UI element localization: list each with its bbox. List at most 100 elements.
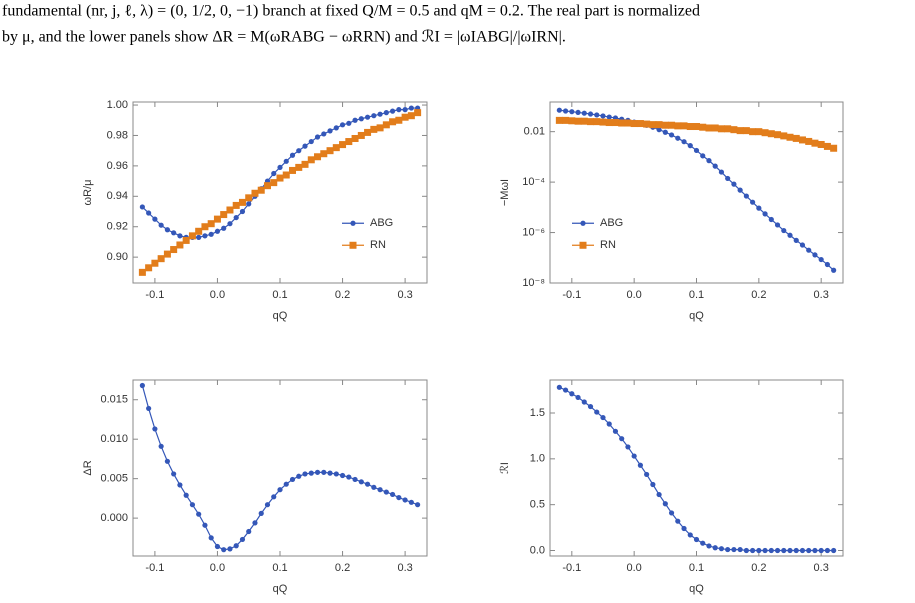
data-point xyxy=(823,142,831,150)
data-point xyxy=(824,261,831,268)
legend-label: ABG xyxy=(600,217,623,229)
y-axis-label: ωR/μ xyxy=(82,180,94,206)
data-point xyxy=(774,547,781,554)
data-point xyxy=(824,547,831,554)
legend-label: ABG xyxy=(370,217,393,229)
caption-line: by μ, and the lower panels show ΔR = M(ω… xyxy=(2,29,566,46)
data-point xyxy=(377,487,383,493)
data-point xyxy=(170,246,178,254)
y-axis-label: −MωI xyxy=(499,179,511,206)
data-point xyxy=(831,547,837,554)
data-point xyxy=(812,252,818,258)
x-tick-label: -0.1 xyxy=(562,289,581,301)
data-point xyxy=(352,117,358,123)
data-point xyxy=(270,179,278,187)
data-point xyxy=(675,518,681,524)
data-point xyxy=(681,139,687,145)
data-point xyxy=(599,118,607,126)
data-point xyxy=(176,241,184,249)
data-point xyxy=(636,120,644,128)
data-point xyxy=(625,444,631,450)
x-tick-label: 0.3 xyxy=(397,562,412,574)
y-tick-label: 0.5 xyxy=(530,499,545,511)
data-point xyxy=(213,215,221,223)
data-point xyxy=(731,181,737,187)
data-point xyxy=(774,222,781,228)
data-point xyxy=(264,502,271,508)
data-point xyxy=(730,126,738,134)
data-point xyxy=(717,125,725,133)
data-point xyxy=(345,138,353,146)
data-point xyxy=(232,201,240,209)
data-point xyxy=(339,141,347,149)
data-point xyxy=(587,403,594,410)
data-point xyxy=(282,171,290,179)
data-point xyxy=(196,511,202,517)
data-point xyxy=(798,136,806,144)
data-point xyxy=(202,233,208,239)
data-point xyxy=(687,143,693,149)
data-point xyxy=(605,119,613,127)
plot-frame xyxy=(549,379,844,557)
y-axis-label: ΔR xyxy=(82,460,94,475)
data-point xyxy=(207,220,215,228)
data-point xyxy=(138,268,146,276)
y-tick-label: 0.005 xyxy=(100,473,128,485)
y-axis-label: ℛI xyxy=(499,462,511,474)
data-point xyxy=(258,510,264,516)
data-point xyxy=(376,124,384,132)
data-point xyxy=(700,540,706,546)
data-point xyxy=(283,481,289,487)
x-tick-label: 0.0 xyxy=(210,289,225,301)
data-point xyxy=(594,409,600,415)
data-point xyxy=(656,127,662,133)
data-point xyxy=(164,458,171,464)
data-point xyxy=(396,107,402,113)
data-point xyxy=(370,125,378,133)
data-point xyxy=(737,546,743,553)
data-point xyxy=(780,132,788,140)
data-point xyxy=(320,150,328,158)
data-point xyxy=(711,124,719,132)
data-point xyxy=(252,520,258,526)
data-point xyxy=(151,259,159,267)
data-point xyxy=(383,110,389,116)
data-point xyxy=(302,143,308,149)
data-point xyxy=(818,547,824,554)
data-point xyxy=(188,232,196,240)
y-tick-label: 0.010 xyxy=(100,433,128,445)
data-point xyxy=(371,484,377,490)
data-point xyxy=(389,491,396,498)
data-point xyxy=(743,547,749,554)
data-point xyxy=(712,163,718,169)
data-point xyxy=(351,135,359,143)
data-point xyxy=(233,214,239,221)
data-point xyxy=(221,547,227,553)
data-point xyxy=(277,487,283,493)
data-point xyxy=(768,216,774,223)
data-point xyxy=(214,543,221,550)
data-point xyxy=(580,117,588,125)
data-point xyxy=(202,522,208,528)
y-tick-label: 0.015 xyxy=(100,394,128,406)
data-point xyxy=(787,232,793,238)
data-point xyxy=(594,112,600,118)
data-point xyxy=(401,113,409,121)
data-point xyxy=(756,205,762,211)
data-point xyxy=(377,111,383,117)
data-point xyxy=(811,139,819,147)
data-point xyxy=(201,223,209,231)
data-point xyxy=(618,119,626,127)
legend-marker xyxy=(579,241,587,249)
data-point xyxy=(799,547,806,554)
data-point xyxy=(624,119,632,127)
data-point xyxy=(415,502,421,508)
data-point xyxy=(183,492,189,498)
data-point xyxy=(793,547,799,554)
data-point xyxy=(358,116,364,122)
data-point xyxy=(389,118,397,126)
data-point xyxy=(831,267,837,273)
data-point xyxy=(562,108,569,114)
legend-marker xyxy=(349,241,357,249)
